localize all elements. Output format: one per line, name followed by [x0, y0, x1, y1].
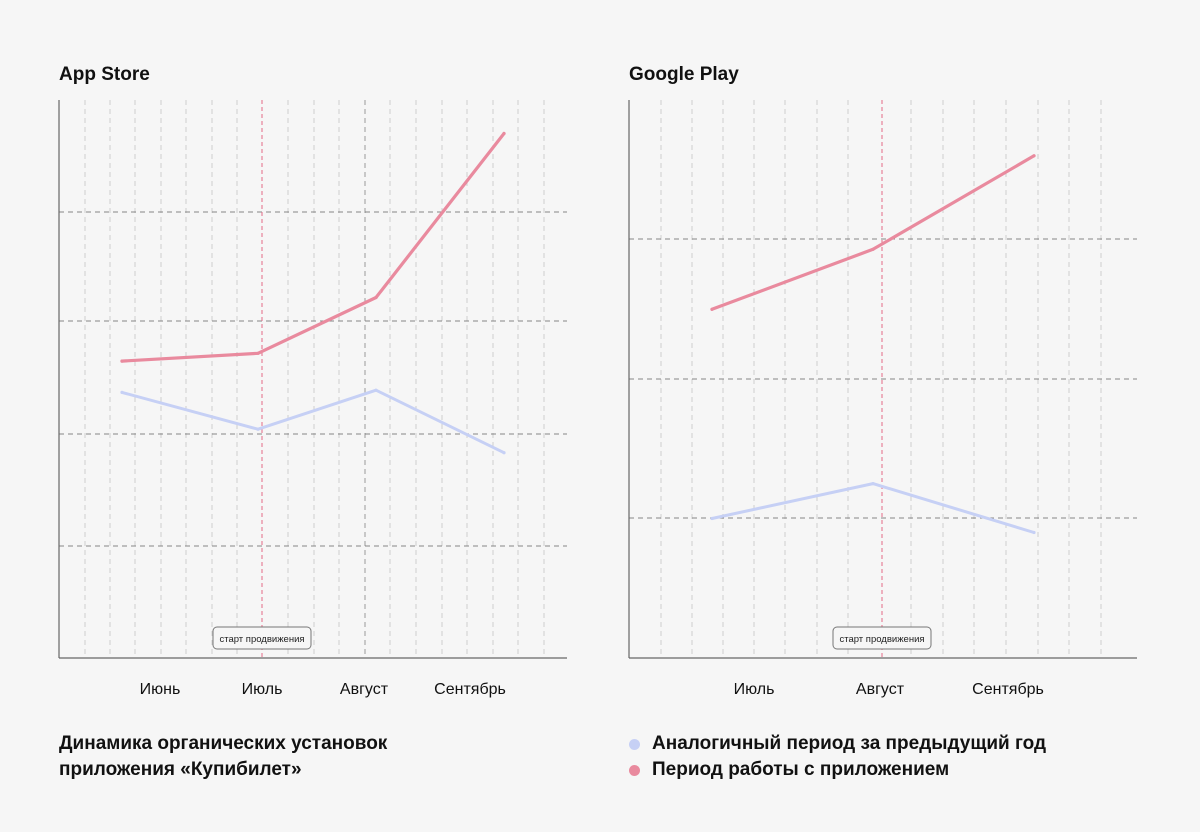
series-line-previous	[710, 482, 1036, 534]
annotation-label: старт продвижения	[839, 634, 924, 645]
x-tick-label: Июль	[734, 681, 775, 698]
annotation-box	[212, 626, 312, 650]
data-point-previous	[120, 390, 124, 394]
x-tick-label: Сентябрь	[972, 681, 1044, 698]
data-point-current	[502, 131, 506, 136]
data-point-previous	[502, 451, 506, 455]
data-point-current	[871, 247, 875, 251]
data-point-previous	[871, 482, 875, 486]
legend-label-previous: Аналогичный период за предыдущий год	[652, 733, 1047, 754]
legend-label-current: Период работы с приложением	[652, 759, 950, 780]
caption-line-2: приложения «Купибилет»	[59, 759, 302, 780]
data-point-current	[256, 351, 260, 355]
data-point-previous	[710, 516, 714, 521]
series-line-current	[710, 154, 1036, 311]
chart-caption: Динамика органических установок приложен…	[59, 731, 479, 783]
x-tick-label: Август	[340, 681, 389, 698]
data-point-current	[120, 359, 124, 363]
caption-line-1: Динамика органических установок	[59, 733, 388, 754]
x-tick-label: Июль	[242, 681, 283, 698]
x-tick-label: Сентябрь	[434, 681, 506, 698]
legend-item-current: Период работы с приложением	[629, 757, 1046, 783]
legend-dot-previous	[629, 738, 640, 750]
data-point-current	[1032, 154, 1036, 158]
legend-item-previous: Аналогичный период за предыдущий год	[629, 731, 1046, 757]
chart-title-app-store: App Store	[59, 64, 150, 85]
series-line-previous	[120, 388, 506, 455]
x-tick-label: Август	[856, 681, 905, 698]
legend-dot-current	[629, 764, 640, 776]
data-point-previous	[256, 427, 260, 431]
data-point-previous	[1032, 530, 1036, 535]
series-line-current	[120, 131, 506, 363]
data-point-current	[710, 307, 714, 311]
data-point-previous	[374, 388, 378, 392]
x-tick-label: Июнь	[140, 681, 181, 698]
annotation-box	[832, 626, 932, 650]
chart-title-google-play: Google Play	[629, 64, 739, 85]
legend: Аналогичный период за предыдущий год Пер…	[629, 731, 1046, 783]
data-point-current	[374, 295, 378, 300]
annotation-label: старт продвижения	[219, 634, 304, 645]
